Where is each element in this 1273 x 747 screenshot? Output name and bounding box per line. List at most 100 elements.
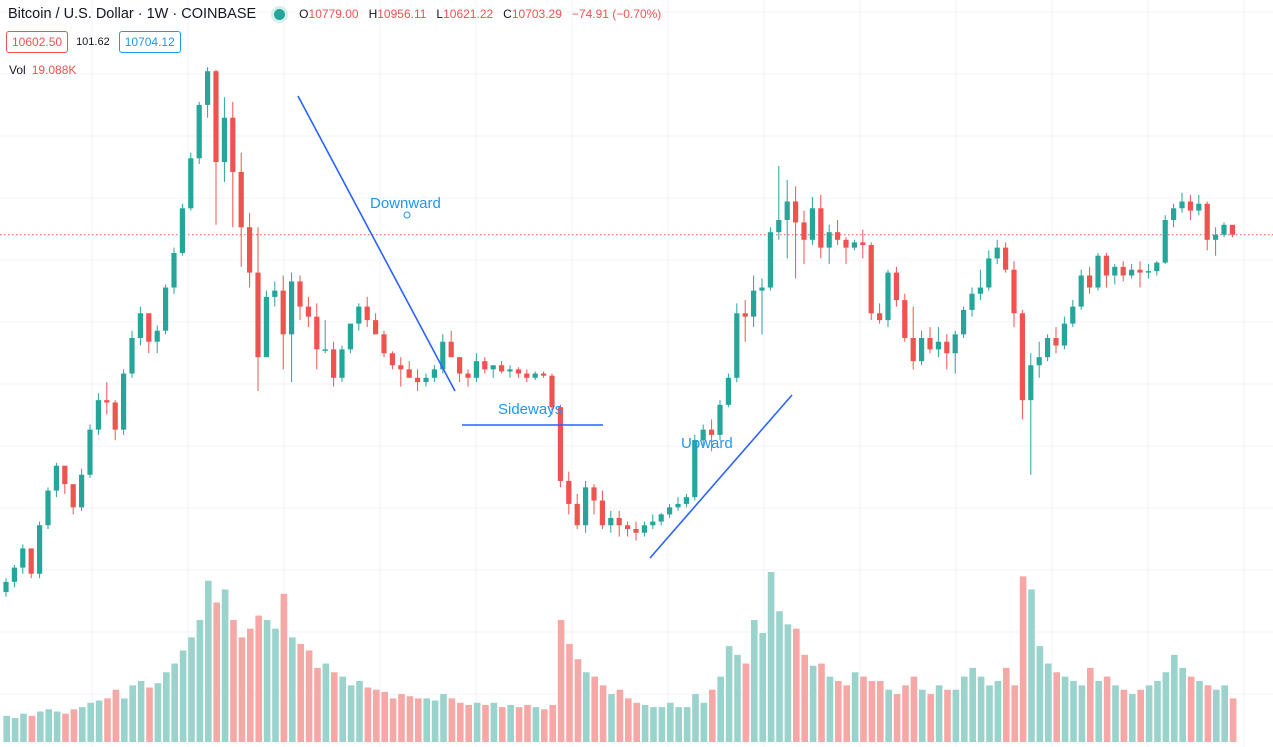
volume-bar (994, 680, 1002, 742)
candle-body (45, 490, 51, 526)
volume-bar (389, 698, 397, 742)
candle-body (1129, 269, 1135, 276)
candle-body (919, 338, 925, 362)
candle-body (751, 290, 757, 317)
candle-body (423, 377, 429, 383)
volume-bar (1213, 689, 1220, 742)
candle-body (255, 272, 261, 358)
candle-body (1213, 234, 1219, 240)
volume-bar (515, 707, 523, 742)
volume-bar (658, 707, 666, 742)
candle-body (3, 581, 9, 593)
candle-body (406, 369, 412, 378)
candle-body (1061, 323, 1067, 346)
symbol-legend: Bitcoin / U.S. Dollar · 1W · COINBASE O1… (8, 6, 665, 22)
candle-body (154, 330, 160, 342)
volume-bar (1103, 676, 1111, 742)
volume-bar (532, 707, 540, 742)
candle-body (1162, 219, 1168, 263)
volume-bar (221, 589, 229, 742)
candle-body (1028, 365, 1034, 401)
candle-body (305, 306, 311, 317)
candle-body (53, 465, 59, 491)
volume-bar (20, 713, 27, 742)
ohlc-close: C10703.29 (503, 7, 562, 21)
annotation-downward[interactable]: Downward (370, 195, 441, 212)
volume-bar (944, 689, 951, 742)
volume-bar (104, 698, 111, 742)
volume-bar (557, 619, 565, 742)
candle-body (322, 349, 328, 351)
candle-body (986, 258, 992, 288)
candle-body (381, 334, 387, 354)
candle-body (868, 245, 874, 314)
candle-body (70, 484, 76, 508)
annotation-sideways[interactable]: Sideways (498, 401, 563, 418)
annotation-anchor-handle (403, 211, 411, 219)
candle-body (1011, 269, 1017, 314)
volume-bar (549, 704, 556, 742)
volume-bar (1061, 676, 1069, 742)
candle-body (801, 222, 807, 240)
volume-bar (247, 628, 254, 742)
volume-bar (986, 685, 993, 742)
candle-body (608, 517, 614, 526)
candle-body (163, 287, 169, 331)
volume-bar (893, 694, 901, 742)
candle-body (843, 239, 849, 248)
volume-bar (507, 704, 514, 742)
volume-bar (406, 696, 414, 742)
volume-bar (709, 689, 716, 742)
volume-bar (667, 702, 674, 742)
candle-body (1196, 203, 1202, 211)
sell-button[interactable]: 10602.50 (6, 31, 69, 53)
symbol-title[interactable]: Bitcoin / U.S. Dollar · 1W · COINBASE (8, 6, 257, 22)
candle-body (11, 567, 17, 582)
candle-body (1053, 338, 1059, 346)
candle-body (457, 357, 463, 374)
volume-legend: Vol 19.088K (9, 63, 76, 77)
volume-bar (1221, 685, 1228, 742)
candle-body (1078, 275, 1084, 307)
annotation-upward[interactable]: Upward (681, 435, 733, 452)
volume-bar (877, 680, 884, 742)
volume-bar (902, 685, 909, 742)
volume-bar (272, 628, 279, 742)
ohlc-high: H10956.11 (368, 7, 427, 21)
volume-bar (927, 694, 934, 742)
candle-body (1187, 201, 1193, 211)
candle-body (121, 373, 127, 430)
candle-body (347, 323, 353, 350)
candle-body (784, 201, 790, 220)
volume-bar (448, 698, 456, 742)
volume-bar (238, 637, 246, 742)
candle-body (675, 503, 681, 508)
volume-bar (826, 676, 834, 742)
candle-body (112, 402, 118, 430)
volume-bar (95, 700, 103, 742)
candle-body (20, 548, 26, 568)
volume-bar (289, 637, 296, 742)
candle-body (356, 306, 362, 324)
volume-bar (11, 718, 19, 742)
volume-bar (759, 633, 766, 742)
volume-bar (112, 689, 120, 742)
candle-body (482, 361, 488, 370)
volume-bar (961, 676, 968, 742)
volume-bar (121, 698, 128, 742)
candle-body (1229, 224, 1235, 235)
candle-body (767, 232, 773, 288)
spread-value: 101.62 (76, 36, 110, 48)
volume-bar (835, 680, 842, 742)
candle-body (650, 521, 656, 526)
candle-body (835, 232, 841, 240)
volume-bar (398, 694, 405, 742)
buy-button[interactable]: 10704.12 (118, 31, 181, 53)
candle-body (566, 480, 572, 504)
candle-body (692, 440, 698, 498)
candle-body (87, 429, 93, 475)
candle-body (1221, 224, 1227, 235)
candle-body (574, 503, 580, 526)
candle-body (557, 407, 563, 481)
